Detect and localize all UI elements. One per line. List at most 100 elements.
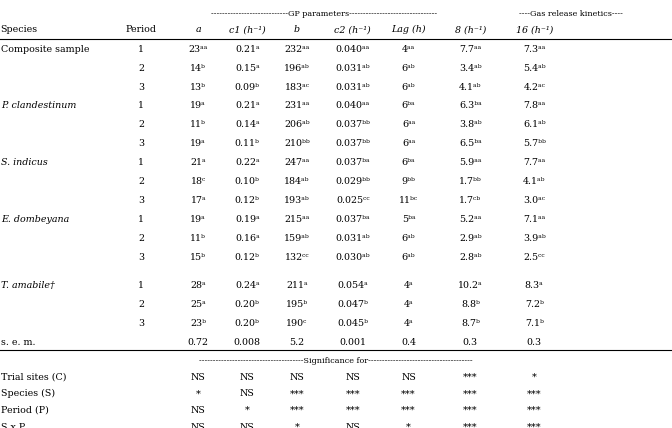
Text: 8.8ᵇ: 8.8ᵇ bbox=[461, 300, 480, 309]
Text: 3: 3 bbox=[138, 196, 144, 205]
Text: 4ᵃ: 4ᵃ bbox=[404, 300, 413, 309]
Text: 1.7ᵇᵇ: 1.7ᵇᵇ bbox=[459, 177, 482, 186]
Text: 4.1ᵃᵇ: 4.1ᵃᵇ bbox=[459, 83, 482, 92]
Text: 0.029ᵇᵇ: 0.029ᵇᵇ bbox=[335, 177, 370, 186]
Text: *: * bbox=[196, 389, 201, 398]
Text: 0.031ᵃᵇ: 0.031ᵃᵇ bbox=[335, 64, 370, 73]
Text: 3.9ᵃᵇ: 3.9ᵃᵇ bbox=[523, 234, 546, 243]
Text: 0.001: 0.001 bbox=[339, 338, 366, 347]
Text: ***: *** bbox=[527, 422, 542, 428]
Text: 0.040ᵃᵃ: 0.040ᵃᵃ bbox=[336, 101, 370, 110]
Text: 0.11ᵇ: 0.11ᵇ bbox=[235, 139, 260, 148]
Text: 0.037ᵇᵃ: 0.037ᵇᵃ bbox=[335, 215, 370, 224]
Text: 211ᵃ: 211ᵃ bbox=[286, 281, 308, 290]
Text: 2.9ᵃᵇ: 2.9ᵃᵇ bbox=[459, 234, 482, 243]
Text: 6ᵃᵃ: 6ᵃᵃ bbox=[402, 139, 415, 148]
Text: 19ᵃ: 19ᵃ bbox=[190, 215, 206, 224]
Text: 11ᵇ: 11ᵇ bbox=[190, 234, 206, 243]
Text: NS: NS bbox=[401, 373, 416, 382]
Text: *: * bbox=[245, 406, 250, 415]
Text: 8 (h⁻¹): 8 (h⁻¹) bbox=[455, 25, 486, 34]
Text: ***: *** bbox=[527, 406, 542, 415]
Text: ***: *** bbox=[345, 406, 360, 415]
Text: ***: *** bbox=[290, 389, 304, 398]
Text: 4ᵃ: 4ᵃ bbox=[404, 281, 413, 290]
Text: 3.4ᵃᵇ: 3.4ᵃᵇ bbox=[459, 64, 482, 73]
Text: NS: NS bbox=[345, 373, 360, 382]
Text: 193ᵃᵇ: 193ᵃᵇ bbox=[284, 196, 310, 205]
Text: 14ᵇ: 14ᵇ bbox=[190, 64, 206, 73]
Text: 190ᶜ: 190ᶜ bbox=[286, 319, 308, 328]
Text: ***: *** bbox=[290, 406, 304, 415]
Text: 1: 1 bbox=[138, 101, 144, 110]
Text: Species (S): Species (S) bbox=[1, 389, 55, 398]
Text: 5.4ᵃᵇ: 5.4ᵃᵇ bbox=[523, 64, 546, 73]
Text: 10.2ᵃ: 10.2ᵃ bbox=[458, 281, 482, 290]
Text: 7.8ᵃᵃ: 7.8ᵃᵃ bbox=[523, 101, 546, 110]
Text: 195ᵇ: 195ᵇ bbox=[286, 300, 308, 309]
Text: NS: NS bbox=[290, 373, 304, 382]
Text: Species: Species bbox=[1, 25, 38, 34]
Text: 0.24ᵃ: 0.24ᵃ bbox=[235, 281, 259, 290]
Text: P. clandestinum: P. clandestinum bbox=[1, 101, 76, 110]
Text: *: * bbox=[294, 422, 300, 428]
Text: 6ᵃᵇ: 6ᵃᵇ bbox=[402, 83, 415, 92]
Text: *: * bbox=[532, 373, 537, 382]
Text: 206ᵃᵇ: 206ᵃᵇ bbox=[284, 120, 310, 129]
Text: 0.09ᵇ: 0.09ᵇ bbox=[235, 83, 260, 92]
Text: 1: 1 bbox=[138, 281, 144, 290]
Text: 3.0ᵃᶜ: 3.0ᵃᶜ bbox=[523, 196, 545, 205]
Text: Lag (h): Lag (h) bbox=[391, 25, 426, 35]
Text: 6ᵇᵃ: 6ᵇᵃ bbox=[402, 158, 415, 167]
Text: 5ᵇᵃ: 5ᵇᵃ bbox=[402, 215, 415, 224]
Text: 4.1ᵃᵇ: 4.1ᵃᵇ bbox=[523, 177, 546, 186]
Text: 6ᵃᵇ: 6ᵃᵇ bbox=[402, 64, 415, 73]
Text: NS: NS bbox=[191, 406, 206, 415]
Text: Composite sample: Composite sample bbox=[1, 45, 89, 54]
Text: 0.031ᵃᵇ: 0.031ᵃᵇ bbox=[335, 83, 370, 92]
Text: NS: NS bbox=[345, 422, 360, 428]
Text: a: a bbox=[196, 25, 201, 34]
Text: 6.5ᵇᵃ: 6.5ᵇᵃ bbox=[459, 139, 482, 148]
Text: 25ᵃ: 25ᵃ bbox=[190, 300, 206, 309]
Text: 23ᵇ: 23ᵇ bbox=[190, 319, 206, 328]
Text: 0.10ᵇ: 0.10ᵇ bbox=[235, 177, 260, 186]
Text: 0.3: 0.3 bbox=[527, 338, 542, 347]
Text: 210ᵇᵇ: 210ᵇᵇ bbox=[284, 139, 310, 148]
Text: ***: *** bbox=[463, 389, 478, 398]
Text: 0.037ᵇᵃ: 0.037ᵇᵃ bbox=[335, 158, 370, 167]
Text: 0.21ᵃ: 0.21ᵃ bbox=[235, 101, 259, 110]
Text: 16 (h⁻¹): 16 (h⁻¹) bbox=[515, 25, 553, 34]
Text: 0.14ᵃ: 0.14ᵃ bbox=[235, 120, 259, 129]
Text: 0.054ᵃ: 0.054ᵃ bbox=[337, 281, 368, 290]
Text: 6.3ᵇᵃ: 6.3ᵇᵃ bbox=[459, 101, 482, 110]
Text: 0.72: 0.72 bbox=[187, 338, 209, 347]
Text: 3.8ᵃᵇ: 3.8ᵃᵇ bbox=[459, 120, 482, 129]
Text: 9ᵇᵇ: 9ᵇᵇ bbox=[402, 177, 415, 186]
Text: S x P: S x P bbox=[1, 422, 25, 428]
Text: ***: *** bbox=[401, 406, 416, 415]
Text: 7.3ᵃᵃ: 7.3ᵃᵃ bbox=[523, 45, 546, 54]
Text: 4ᵃᵃ: 4ᵃᵃ bbox=[402, 45, 415, 54]
Text: Trial sites (C): Trial sites (C) bbox=[1, 373, 66, 382]
Text: 132ᶜᶜ: 132ᶜᶜ bbox=[285, 253, 309, 262]
Text: 0.045ᵇ: 0.045ᵇ bbox=[337, 319, 368, 328]
Text: 15ᵇ: 15ᵇ bbox=[190, 253, 206, 262]
Text: ***: *** bbox=[463, 373, 478, 382]
Text: 0.12ᵇ: 0.12ᵇ bbox=[235, 253, 260, 262]
Text: 247ᵃᵃ: 247ᵃᵃ bbox=[284, 158, 310, 167]
Text: 1: 1 bbox=[138, 45, 144, 54]
Text: b: b bbox=[294, 25, 300, 34]
Text: 2: 2 bbox=[138, 234, 144, 243]
Text: 7.2ᵇ: 7.2ᵇ bbox=[525, 300, 544, 309]
Text: 3: 3 bbox=[138, 83, 144, 92]
Text: 1: 1 bbox=[138, 215, 144, 224]
Text: 7.7ᵃᵃ: 7.7ᵃᵃ bbox=[523, 158, 546, 167]
Text: ***: *** bbox=[463, 406, 478, 415]
Text: *: * bbox=[406, 422, 411, 428]
Text: 0.12ᵇ: 0.12ᵇ bbox=[235, 196, 260, 205]
Text: NS: NS bbox=[240, 422, 255, 428]
Text: 6ᵃᵇ: 6ᵃᵇ bbox=[402, 234, 415, 243]
Text: 0.22ᵃ: 0.22ᵃ bbox=[235, 158, 259, 167]
Text: 13ᵇ: 13ᵇ bbox=[190, 83, 206, 92]
